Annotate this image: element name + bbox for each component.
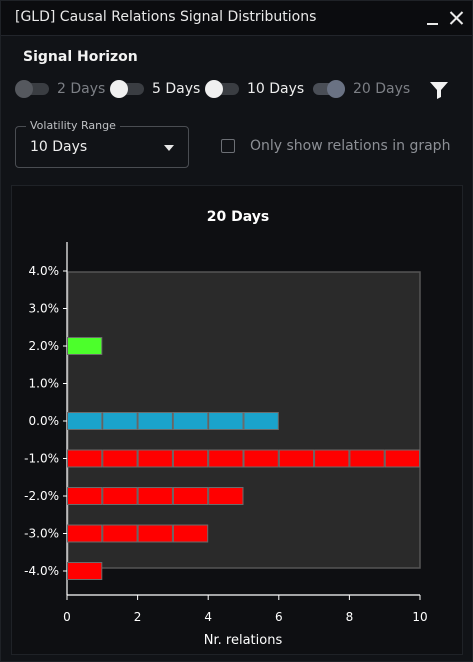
bar-segment bbox=[172, 412, 209, 430]
y-tick-label: 3.0% bbox=[29, 302, 60, 316]
bar[interactable] bbox=[67, 524, 209, 543]
bar-segment bbox=[67, 412, 103, 430]
toggle-knob bbox=[327, 80, 345, 98]
bar-segment bbox=[208, 487, 244, 505]
bar-segment bbox=[137, 449, 173, 468]
volatility-range-label: Volatility Range bbox=[26, 119, 120, 132]
toggle-label-5-days: 5 Days bbox=[152, 81, 201, 97]
toggle-label-20-days: 20 Days bbox=[353, 81, 411, 97]
bar-segment bbox=[102, 487, 138, 505]
x-tick-label: 8 bbox=[346, 610, 354, 624]
volatility-range-select[interactable]: Volatility Range 10 Days bbox=[15, 119, 189, 168]
x-axis-label: Nr. relations bbox=[204, 633, 283, 648]
bar-segment bbox=[278, 449, 315, 468]
bar-chart: 20 Days 4.0% 3.0% 2.0% 1.0% 0.0% -1.0% -2.0% -3… bbox=[24, 209, 427, 648]
toggle-label-2-days: 2 Days bbox=[57, 81, 106, 97]
bar-segment bbox=[349, 449, 385, 468]
toggle-2-days[interactable]: 2 Days bbox=[15, 79, 106, 99]
filter-icon[interactable] bbox=[429, 80, 449, 100]
bar-segment bbox=[172, 487, 209, 505]
bar-segment bbox=[67, 487, 103, 505]
bar-segment bbox=[102, 449, 138, 468]
bar-segment bbox=[172, 524, 209, 543]
y-tick-label: -4.0% bbox=[24, 564, 59, 578]
chart-panel: 20 Days 4.0% 3.0% 2.0% 1.0% 0.0% -1.0% -2.0% -3… bbox=[11, 185, 463, 655]
x-tick-label: 6 bbox=[275, 610, 283, 624]
x-tick-label: 0 bbox=[63, 610, 71, 624]
toggle-10-days[interactable]: 10 Days bbox=[205, 79, 305, 99]
bar-segment bbox=[208, 449, 244, 468]
toggle-knob bbox=[205, 80, 223, 98]
only-show-relations-checkbox[interactable] bbox=[221, 139, 235, 153]
caret-down-icon bbox=[164, 145, 174, 151]
title-bar[interactable]: [GLD] Causal Relations Signal Distributi… bbox=[1, 1, 472, 36]
y-tick-label: -1.0% bbox=[24, 452, 59, 466]
toggle-knob bbox=[110, 80, 128, 98]
toggle-knob bbox=[15, 80, 33, 98]
y-tick-label: -3.0% bbox=[24, 527, 59, 541]
chart-title: 20 Days bbox=[207, 209, 269, 225]
bar[interactable] bbox=[67, 412, 279, 430]
minimize-icon bbox=[427, 23, 438, 25]
y-tick-label: 1.0% bbox=[29, 377, 60, 391]
bar-segment bbox=[314, 449, 350, 468]
x-tick-label: 2 bbox=[134, 610, 142, 624]
bar[interactable] bbox=[67, 487, 244, 505]
close-button[interactable] bbox=[446, 7, 468, 29]
x-tick-label: 4 bbox=[204, 610, 212, 624]
toggle-label-10-days: 10 Days bbox=[247, 81, 305, 97]
volatility-range-value: 10 Days bbox=[30, 139, 88, 155]
bar[interactable] bbox=[67, 449, 421, 468]
x-tick-label: 10 bbox=[412, 610, 427, 624]
only-show-relations-label: Only show relations in graph bbox=[250, 138, 451, 154]
signal-horizon-title: Signal Horizon bbox=[23, 49, 138, 65]
y-tick-label: 4.0% bbox=[29, 264, 60, 278]
bar-segment bbox=[102, 412, 138, 430]
bar-segment bbox=[208, 412, 244, 430]
bar[interactable] bbox=[67, 562, 103, 580]
bar-segment bbox=[137, 412, 173, 430]
window-title: [GLD] Causal Relations Signal Distributi… bbox=[15, 9, 317, 25]
y-tick-label: -2.0% bbox=[24, 489, 59, 503]
bar-segment bbox=[137, 487, 173, 505]
y-tick-label: 2.0% bbox=[29, 339, 60, 353]
toggle-5-days[interactable]: 5 Days bbox=[110, 79, 201, 99]
bar-segment bbox=[172, 449, 209, 468]
bar-segment bbox=[67, 562, 103, 580]
bar[interactable] bbox=[67, 337, 103, 355]
bar-segment bbox=[102, 524, 138, 543]
bar-segment bbox=[67, 337, 103, 355]
toggle-20-days[interactable]: 20 Days bbox=[313, 79, 410, 99]
y-tick-label: 0.0% bbox=[29, 414, 60, 428]
bar-segment bbox=[243, 412, 279, 430]
minimize-button[interactable] bbox=[422, 7, 444, 29]
bar-segment bbox=[67, 524, 103, 543]
bar-segment bbox=[384, 449, 421, 468]
bar-segment bbox=[243, 449, 279, 468]
bar-segment bbox=[67, 449, 103, 468]
bar-segment bbox=[137, 524, 173, 543]
